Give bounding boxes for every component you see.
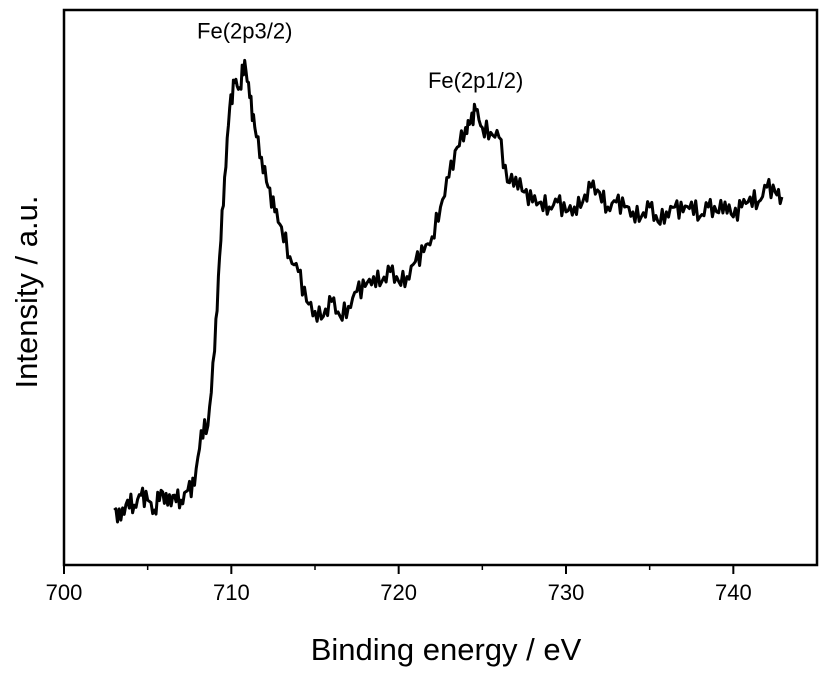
x-axis-tick-labels: 700 710 720 730 740 — [46, 580, 752, 605]
x-tick-label: 700 — [46, 580, 83, 605]
x-tick-label: 710 — [213, 580, 250, 605]
y-axis-title: Intensity / a.u. — [9, 196, 44, 389]
x-axis-title: Binding energy / eV — [311, 632, 582, 667]
x-tick-label: 730 — [548, 580, 585, 605]
peak-annotations: Fe(2p3/2) Fe(2p1/2) — [197, 18, 523, 93]
x-tick-label: 720 — [380, 580, 417, 605]
peak-annotation: Fe(2p1/2) — [428, 68, 523, 93]
plot-frame — [62, 8, 819, 567]
x-axis-ticks — [63, 565, 735, 574]
series-line — [113, 58, 784, 524]
peak-annotation: Fe(2p3/2) — [197, 18, 292, 43]
x-tick-label: 740 — [715, 580, 752, 605]
